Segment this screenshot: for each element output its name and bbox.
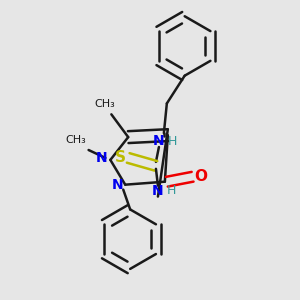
Text: CH₃: CH₃ [65, 135, 86, 145]
Text: N: N [96, 151, 107, 165]
Text: S: S [115, 150, 126, 165]
Text: N: N [112, 178, 123, 192]
Text: N: N [152, 184, 164, 198]
Text: O: O [194, 169, 207, 184]
Text: N: N [153, 134, 165, 148]
Text: H: H [168, 135, 178, 148]
Text: H: H [167, 184, 176, 197]
Text: CH₃: CH₃ [94, 99, 115, 110]
